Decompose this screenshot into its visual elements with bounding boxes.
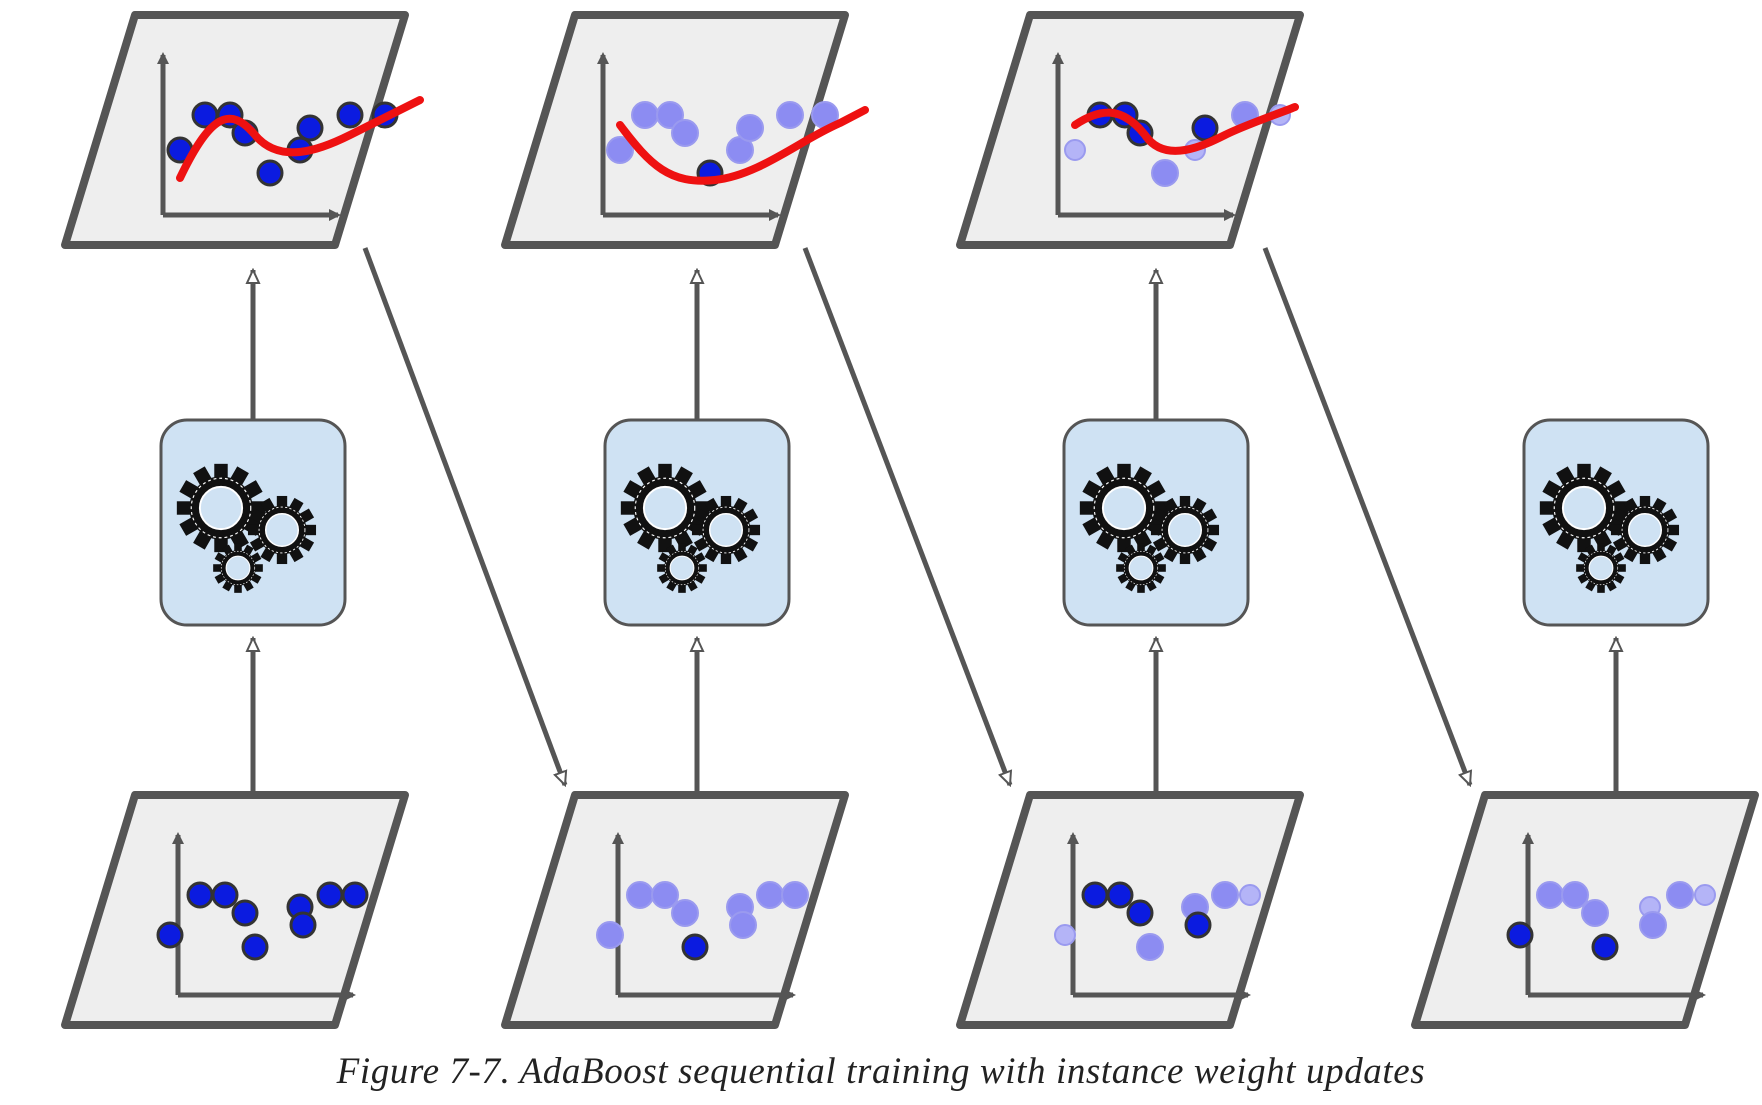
- data-point: [256, 159, 284, 187]
- data-point: [296, 114, 324, 142]
- figure-caption: Figure 7-7. AdaBoost sequential training…: [336, 1051, 1426, 1092]
- data-point: [631, 101, 659, 129]
- data-point: [1639, 911, 1667, 939]
- predictor-1: [159, 418, 347, 627]
- predictor-4: [1522, 418, 1710, 627]
- data-point: [1506, 921, 1534, 949]
- data-point: [1054, 924, 1076, 946]
- data-point: [626, 881, 654, 909]
- data-point: [729, 911, 757, 939]
- data-point: [681, 933, 709, 961]
- data-point: [1184, 911, 1212, 939]
- data-point: [1536, 881, 1564, 909]
- fitted-curve: [616, 106, 869, 185]
- data-point: [316, 881, 344, 909]
- data-point: [1126, 899, 1154, 927]
- data-point: [606, 136, 634, 164]
- predictions-3: [956, 11, 1304, 249]
- data-point: [756, 881, 784, 909]
- predictor-3: [1062, 418, 1250, 627]
- data-point: [1581, 899, 1609, 927]
- predictor-2: [603, 418, 791, 627]
- weight-update-arrow: [1262, 247, 1473, 785]
- data-point: [1081, 881, 1109, 909]
- weighted-training-set-4: [1411, 791, 1759, 1029]
- weight-update-arrow: [802, 247, 1013, 785]
- data-point: [1211, 881, 1239, 909]
- data-point: [671, 119, 699, 147]
- weighted-training-set-1: [61, 791, 409, 1029]
- data-point: [1239, 884, 1261, 906]
- fitted-curve: [1071, 103, 1299, 155]
- weight-update-arrow: [362, 247, 568, 785]
- data-point: [1136, 933, 1164, 961]
- data-point: [1694, 884, 1716, 906]
- predictions-1: [61, 11, 424, 249]
- data-point: [1561, 881, 1589, 909]
- fitted-curve: [176, 96, 424, 182]
- data-point: [1591, 933, 1619, 961]
- data-panels: [61, 11, 1759, 1029]
- data-point: [671, 899, 699, 927]
- data-point: [211, 881, 239, 909]
- data-point: [1064, 139, 1086, 161]
- flow-arrows: [253, 247, 1616, 799]
- data-point: [186, 881, 214, 909]
- data-point: [289, 911, 317, 939]
- data-point: [336, 101, 364, 129]
- data-point: [231, 899, 259, 927]
- weighted-training-set-2: [501, 791, 849, 1029]
- data-point: [1106, 881, 1134, 909]
- data-point: [341, 881, 369, 909]
- data-point: [781, 881, 809, 909]
- weighted-training-set-3: [956, 791, 1304, 1029]
- data-point: [596, 921, 624, 949]
- data-point: [651, 881, 679, 909]
- data-point: [656, 101, 684, 129]
- data-point: [776, 101, 804, 129]
- data-point: [241, 933, 269, 961]
- predictors: [159, 418, 1710, 627]
- data-point: [736, 114, 764, 142]
- data-point: [1151, 159, 1179, 187]
- data-point: [1666, 881, 1694, 909]
- data-point: [156, 921, 184, 949]
- predictions-2: [501, 11, 869, 249]
